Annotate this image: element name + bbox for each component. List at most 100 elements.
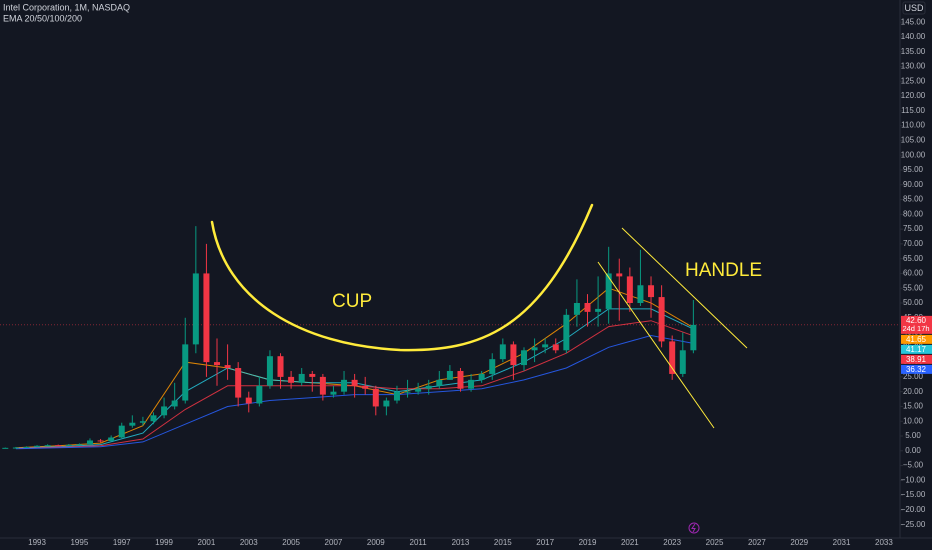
candle-body <box>468 379 475 389</box>
candle-body <box>489 359 496 374</box>
y-tick-label: −15.00 <box>901 490 926 499</box>
candle-body <box>171 400 178 407</box>
y-tick-label: 130.00 <box>901 62 926 71</box>
x-tick-label: 2015 <box>494 538 512 547</box>
candle-body <box>552 344 559 351</box>
channel-lower <box>597 261 715 429</box>
candle-body <box>76 444 83 446</box>
candle-body <box>55 445 62 447</box>
candle-body <box>531 347 538 351</box>
x-tick-label: 2033 <box>875 538 893 547</box>
y-tick-label: 85.00 <box>903 195 924 204</box>
y-tick-label: 135.00 <box>901 47 926 56</box>
x-tick-label: 2011 <box>410 538 428 547</box>
event-icon-bolt <box>691 523 696 533</box>
candle-body <box>658 297 665 342</box>
candle-body <box>44 445 51 447</box>
candle-body <box>542 344 549 348</box>
candle-body <box>97 440 104 442</box>
x-tick-label: 2021 <box>621 538 639 547</box>
ema-label: 41.17 <box>906 345 927 354</box>
candle-body <box>330 391 337 395</box>
candle-body <box>256 385 263 404</box>
candle-body <box>129 422 136 426</box>
channel-upper <box>621 227 748 349</box>
price-label: 42.60 <box>906 316 927 325</box>
y-tick-label: 65.00 <box>903 254 924 263</box>
candle-body <box>34 445 41 447</box>
y-tick-label: 145.00 <box>901 17 926 26</box>
y-tick-label: 25.00 <box>903 372 924 381</box>
y-tick-label: −5.00 <box>903 461 924 470</box>
candle-body <box>510 344 517 366</box>
plot-area <box>0 226 900 450</box>
y-tick-label: 70.00 <box>903 239 924 248</box>
candle-body <box>161 406 168 416</box>
candle-body <box>383 400 390 407</box>
candle-body <box>393 391 400 401</box>
y-tick-label: −20.00 <box>901 505 926 514</box>
price-label-box <box>901 315 932 334</box>
x-tick-label: 2031 <box>833 538 851 547</box>
x-tick-label: 2005 <box>282 538 300 547</box>
candle-body <box>12 447 19 449</box>
candle-body <box>203 273 210 363</box>
x-tick-label: 2025 <box>706 538 724 547</box>
candle-body <box>266 356 273 386</box>
y-tick-label: 115.00 <box>901 106 925 115</box>
y-tick-label: 105.00 <box>901 136 926 145</box>
candle-body <box>182 344 189 401</box>
x-tick-label: 2013 <box>452 538 470 547</box>
candle-body <box>86 440 93 445</box>
candle-body <box>605 273 612 309</box>
candle-body <box>23 446 30 448</box>
y-tick-label: 55.00 <box>903 283 924 292</box>
x-tick-label: 2001 <box>198 538 216 547</box>
y-tick-label: 20.00 <box>903 387 924 396</box>
candle-body <box>563 314 570 351</box>
currency: USD <box>904 3 924 13</box>
candle-body <box>118 425 125 438</box>
candle-body <box>341 379 348 392</box>
y-tick-label: 10.00 <box>903 416 924 425</box>
y-tick-label: 120.00 <box>901 91 926 100</box>
ema-label: 38.91 <box>906 355 927 364</box>
y-tick-label: 100.00 <box>901 150 926 159</box>
x-tick-label: 2007 <box>325 538 343 547</box>
x-tick-label: 1993 <box>28 538 46 547</box>
y-tick-label: 0.00 <box>905 446 921 455</box>
candle-body <box>648 285 655 298</box>
currency-box[interactable] <box>902 1 926 15</box>
candle-body <box>415 388 422 392</box>
y-tick-label: 5.00 <box>905 431 921 440</box>
candle-body <box>65 444 72 446</box>
ema-label-box <box>901 344 932 354</box>
y-tick-label: −10.00 <box>901 475 926 484</box>
y-tick-label: 60.00 <box>903 269 924 278</box>
candle-body <box>679 350 686 374</box>
candle-body <box>573 302 580 315</box>
ema-label-box <box>901 354 932 364</box>
ema-label-box <box>901 364 932 374</box>
y-tick-label: 125.00 <box>901 76 926 85</box>
candle-body <box>298 373 305 383</box>
y-tick-label: 75.00 <box>903 224 924 233</box>
candle-body <box>626 276 633 303</box>
y-tick-label: 50.00 <box>903 298 924 307</box>
x-tick-label: 2023 <box>663 538 681 547</box>
ema-label-box <box>901 334 932 344</box>
candle-body <box>690 324 697 351</box>
candle-body <box>425 385 432 389</box>
indicator-legend: EMA 20/50/100/200 <box>3 13 82 23</box>
event-icon[interactable] <box>688 522 700 534</box>
candle-body <box>139 421 146 423</box>
axes: −25.00 −20.00 −15.00 −10.00 −5.00 0.00 5.00 10.… <box>28 17 932 547</box>
candle-body <box>235 368 242 398</box>
candle-body <box>150 415 157 422</box>
x-tick-label: 1995 <box>70 538 88 547</box>
candle-body <box>457 370 464 389</box>
x-tick-label: 2009 <box>367 538 385 547</box>
candle-body <box>637 285 644 303</box>
y-tick-label: 95.00 <box>903 165 924 174</box>
y-tick-label: 15.00 <box>903 402 924 411</box>
